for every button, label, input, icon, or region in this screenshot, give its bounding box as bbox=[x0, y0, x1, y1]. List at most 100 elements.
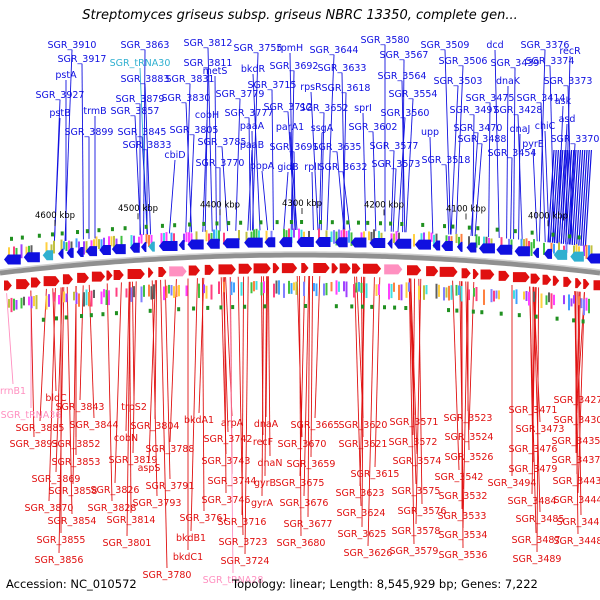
feature-marker bbox=[370, 304, 374, 309]
cog-feature bbox=[450, 236, 453, 246]
reverse-gene-label-asps: aspS bbox=[138, 463, 161, 474]
feature-marker bbox=[577, 235, 581, 240]
reverse-gene-arrow bbox=[62, 274, 73, 285]
cog-feature bbox=[325, 230, 328, 240]
reverse-gene-arrow bbox=[218, 264, 236, 275]
feature-marker bbox=[400, 222, 404, 227]
reverse-gene-connector bbox=[533, 286, 541, 513]
cog-feature bbox=[388, 283, 390, 300]
feature-marker bbox=[177, 307, 181, 312]
cog-feature bbox=[345, 230, 348, 240]
forward-gene-label-sgr-3506: SGR_3506 bbox=[439, 56, 488, 67]
cog-feature bbox=[483, 289, 485, 305]
cog-feature bbox=[160, 233, 163, 245]
reverse-gene-arrow bbox=[91, 271, 106, 282]
forward-gene-label-rpmh: rpmH bbox=[277, 43, 303, 54]
feature-marker bbox=[54, 316, 58, 321]
reverse-gene-label-dnaa: dnaA bbox=[254, 419, 279, 430]
forward-gene-label-chic: chiC bbox=[535, 121, 556, 132]
forward-gene-connector bbox=[289, 52, 294, 231]
forward-gene-label-sgr-3376: SGR_3376 bbox=[521, 40, 570, 51]
cog-feature bbox=[475, 234, 478, 248]
cog-feature bbox=[293, 228, 295, 238]
cog-feature bbox=[405, 282, 408, 298]
feature-marker bbox=[530, 230, 534, 235]
reverse-gene-connector bbox=[267, 276, 271, 457]
cog-feature bbox=[448, 285, 450, 301]
cog-feature bbox=[233, 282, 235, 293]
cog-feature bbox=[543, 242, 545, 255]
cog-feature bbox=[75, 292, 78, 304]
cog-feature bbox=[185, 285, 188, 297]
cog-feature bbox=[28, 245, 30, 258]
cog-feature bbox=[58, 295, 60, 305]
cog-feature bbox=[240, 282, 243, 296]
cog-feature bbox=[418, 285, 420, 300]
reverse-gene-label-sgr-3578: SGR_3578 bbox=[392, 526, 441, 537]
forward-gene-connector bbox=[405, 98, 414, 233]
cog-feature bbox=[398, 232, 400, 242]
forward-gene-connector bbox=[450, 85, 459, 235]
forward-gene-label-sgr-3691: SGR_3691 bbox=[270, 142, 319, 153]
cog-feature bbox=[250, 282, 253, 294]
forward-gene-connector bbox=[584, 149, 592, 247]
cog-feature bbox=[500, 237, 503, 252]
cog-feature bbox=[343, 281, 345, 292]
cog-feature bbox=[340, 230, 343, 240]
forward-gene-arrow bbox=[456, 241, 463, 252]
forward-gene-label-cbid: cbiD bbox=[164, 150, 185, 161]
forward-gene-connector bbox=[248, 117, 251, 231]
cog-feature bbox=[115, 287, 118, 297]
forward-gene-label-sgr-3439: SGR_3439 bbox=[491, 58, 540, 69]
cog-feature bbox=[533, 239, 535, 249]
cog-feature bbox=[10, 297, 13, 313]
cog-feature bbox=[288, 228, 290, 242]
forward-gene-arrow bbox=[158, 240, 178, 251]
forward-gene-label-paaa: paaA bbox=[240, 121, 265, 132]
cog-feature bbox=[65, 293, 68, 303]
forward-gene-label-sgr-3580: SGR_3580 bbox=[361, 35, 410, 46]
forward-gene-label-asd: asd bbox=[559, 114, 576, 125]
cog-feature bbox=[120, 235, 123, 246]
reverse-gene-arrow bbox=[238, 263, 253, 274]
forward-gene-arrow bbox=[140, 242, 147, 253]
cog-feature bbox=[63, 241, 65, 250]
reverse-gene-label-rrnb1: rrnB1 bbox=[0, 386, 26, 397]
forward-gene-connector bbox=[189, 134, 195, 233]
reverse-gene-label-sgr-3723: SGR_3723 bbox=[219, 537, 268, 548]
reverse-gene-connector bbox=[190, 278, 198, 532]
cog-feature bbox=[323, 283, 325, 296]
forward-gene-connector bbox=[310, 91, 319, 231]
cog-feature bbox=[373, 229, 375, 238]
forward-gene-label-sgr-3899: SGR_3899 bbox=[65, 127, 114, 138]
cog-feature bbox=[85, 241, 88, 253]
reverse-gene-arrow bbox=[583, 279, 590, 290]
cog-feature bbox=[378, 284, 380, 296]
cog-feature bbox=[125, 288, 128, 298]
cog-feature bbox=[315, 283, 318, 297]
reverse-gene-label-sgr-3680: SGR_3680 bbox=[277, 538, 326, 549]
forward-gene-connector bbox=[573, 149, 581, 246]
cog-feature bbox=[253, 281, 255, 292]
forward-gene-connector bbox=[261, 170, 269, 231]
cog-feature bbox=[175, 285, 178, 298]
cog-feature bbox=[130, 235, 133, 247]
cog-feature bbox=[393, 233, 395, 243]
feature-marker bbox=[443, 224, 447, 229]
reverse-gene-connector bbox=[536, 287, 540, 553]
cog-feature bbox=[553, 294, 555, 306]
cog-feature bbox=[523, 239, 525, 248]
forward-gene-label-sgr-3857: SGR_3857 bbox=[111, 106, 160, 117]
cog-feature bbox=[205, 230, 208, 242]
cog-feature bbox=[525, 238, 528, 253]
forward-gene-arrow bbox=[350, 237, 367, 248]
reverse-gene-connector bbox=[314, 276, 321, 419]
reverse-gene-connector bbox=[408, 278, 415, 545]
forward-gene-label-rpsr: rpsR bbox=[300, 82, 322, 93]
cog-feature bbox=[260, 282, 263, 296]
forward-gene-label-upp: upp bbox=[421, 127, 439, 138]
cog-feature bbox=[583, 245, 585, 257]
reverse-gene-label-sgr-3843: SGR_3843 bbox=[56, 402, 105, 413]
cog-feature bbox=[78, 241, 80, 253]
kbp-tick-label: 4400 kbp bbox=[200, 200, 240, 210]
